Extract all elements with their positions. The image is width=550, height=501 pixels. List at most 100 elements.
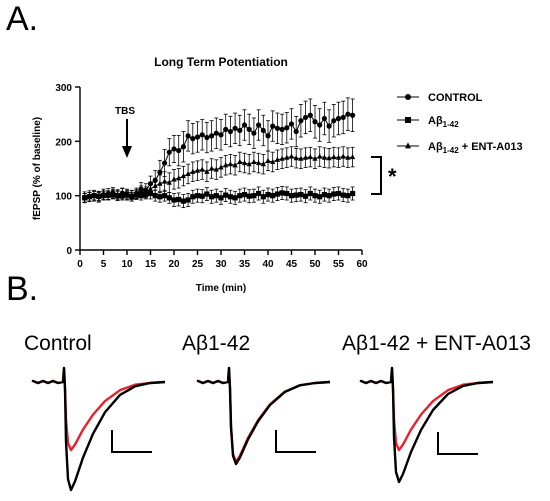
data-point — [260, 161, 266, 167]
data-point — [213, 130, 219, 136]
data-point — [100, 192, 107, 198]
legend-marker-control — [405, 94, 411, 100]
trace-red-abeta — [196, 366, 331, 464]
data-point — [209, 133, 215, 139]
x-tick-label: 40 — [262, 259, 274, 270]
data-point — [265, 157, 271, 163]
data-point — [218, 164, 224, 170]
data-point — [138, 188, 144, 194]
data-point — [162, 193, 168, 199]
x-tick-label: 55 — [333, 259, 345, 270]
data-point — [303, 193, 309, 199]
data-point — [274, 125, 280, 131]
data-point — [270, 158, 276, 165]
data-point — [317, 122, 323, 128]
data-point — [194, 193, 201, 199]
scale-bar-abeta — [275, 430, 316, 453]
data-point — [162, 178, 168, 184]
data-point — [185, 170, 191, 177]
data-point — [223, 162, 229, 168]
data-point — [251, 158, 257, 165]
data-point — [180, 144, 186, 150]
series-line-abeta-ent — [84, 156, 353, 199]
data-point — [335, 115, 342, 122]
data-point — [288, 121, 295, 127]
data-point — [166, 179, 172, 185]
data-point — [303, 114, 309, 121]
tbs-label: TBS — [115, 106, 135, 117]
data-point — [241, 191, 248, 198]
data-point — [312, 119, 318, 125]
data-point — [241, 122, 248, 128]
y-tick-label: 100 — [55, 192, 72, 203]
data-point — [326, 155, 332, 161]
series-line-control — [84, 113, 353, 198]
data-point — [199, 193, 205, 199]
x-tick-label: 50 — [309, 259, 321, 270]
legend-label-abeta-ent: Aβ1-42 + ENT-A013 — [428, 141, 523, 155]
y-axis-label: fEPSP (% of baseline) — [32, 117, 43, 220]
data-point — [279, 190, 285, 196]
data-point — [232, 162, 238, 168]
data-point — [298, 155, 304, 161]
data-point — [317, 153, 323, 159]
data-point — [185, 197, 191, 203]
data-point — [82, 194, 88, 200]
data-point — [293, 128, 299, 135]
trace-black-abeta — [196, 366, 331, 466]
data-point — [190, 168, 196, 174]
data-point — [279, 155, 285, 161]
data-point — [218, 195, 224, 201]
data-point — [194, 167, 201, 173]
data-point — [307, 112, 313, 118]
y-tick-label: 200 — [55, 137, 72, 148]
data-point — [218, 132, 224, 138]
data-point — [190, 136, 196, 142]
data-point — [251, 193, 257, 199]
data-point — [335, 154, 342, 160]
data-point — [209, 194, 215, 200]
data-point — [331, 118, 337, 124]
data-point — [350, 112, 356, 118]
x-tick-label: 25 — [192, 259, 204, 270]
ltp-chart: Long Term Potentiation fEPSP (% of basel… — [32, 55, 523, 294]
data-point — [223, 192, 229, 198]
condition-label-abeta-ent: Aβ1-42 + ENT-A013 — [342, 332, 531, 355]
data-point — [270, 193, 276, 199]
x-tick-label: 60 — [356, 259, 368, 270]
data-point — [143, 189, 149, 195]
data-point — [227, 128, 233, 135]
data-point — [115, 191, 121, 197]
condition-label-control: Control — [24, 332, 92, 355]
data-point — [124, 192, 130, 198]
x-tick-label: 5 — [101, 259, 107, 270]
x-tick-label: 45 — [286, 259, 298, 270]
significance-bracket — [371, 156, 382, 195]
data-point — [105, 192, 111, 198]
data-point — [307, 153, 313, 160]
data-point — [176, 147, 182, 154]
data-point — [345, 111, 351, 117]
x-tick-label: 15 — [145, 259, 157, 270]
data-point — [176, 196, 182, 203]
data-point — [176, 175, 182, 181]
data-point — [194, 134, 201, 140]
data-point — [265, 191, 271, 198]
data-point — [260, 127, 266, 134]
data-point — [303, 154, 309, 160]
x-tick-label: 35 — [239, 259, 251, 270]
data-point — [227, 161, 233, 167]
data-point — [237, 158, 243, 165]
data-point — [213, 193, 219, 199]
data-point — [185, 133, 191, 139]
data-point — [288, 193, 295, 199]
chart-title: Long Term Potentiation — [154, 55, 288, 69]
data-point — [110, 190, 116, 196]
data-point — [331, 153, 337, 160]
x-tick-label: 0 — [77, 259, 83, 270]
data-point — [350, 153, 356, 160]
data-point — [350, 190, 356, 197]
data-point — [199, 166, 205, 172]
trace-black-abeta-ent — [359, 366, 494, 484]
x-tick-label: 30 — [215, 259, 227, 270]
